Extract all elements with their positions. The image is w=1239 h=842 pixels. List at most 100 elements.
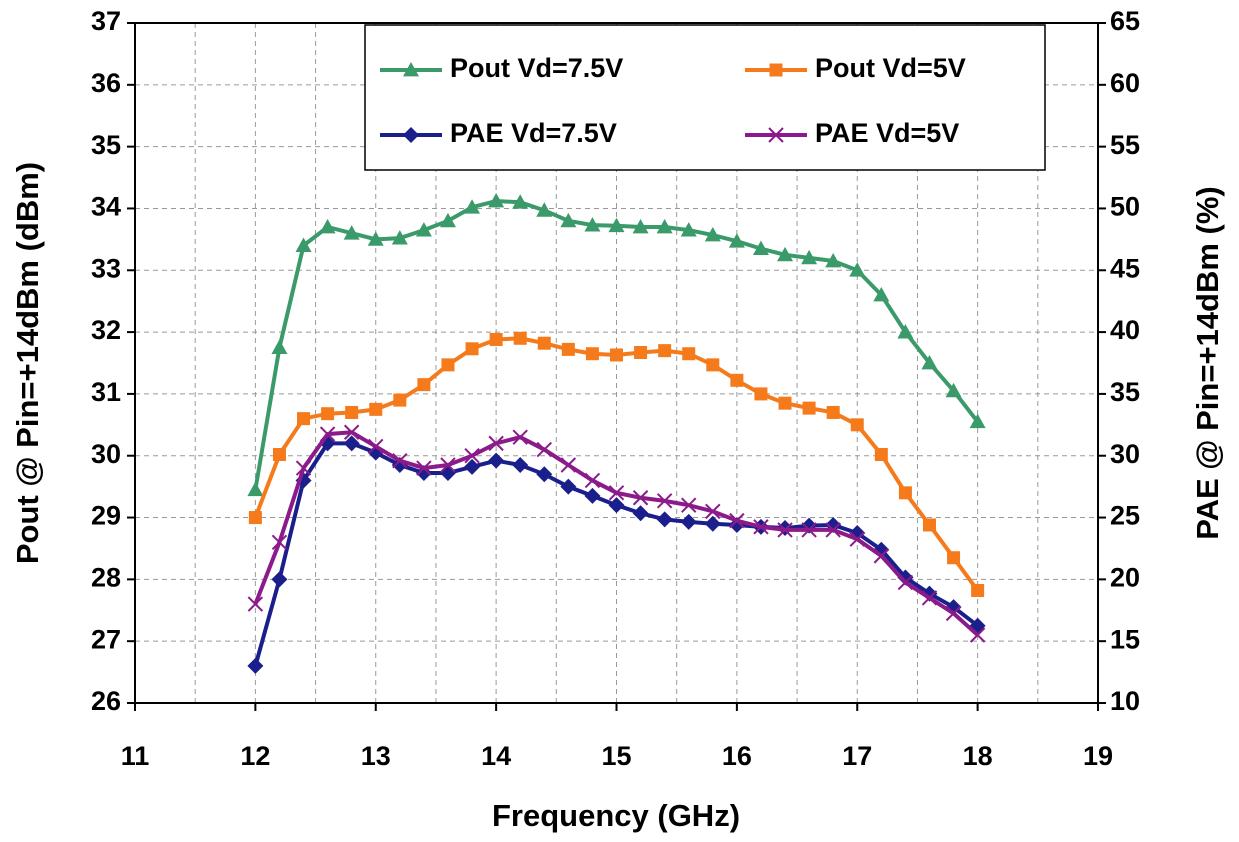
- x-tick-label: 15: [601, 741, 631, 771]
- marker: [248, 511, 262, 525]
- marker: [488, 452, 505, 469]
- x-tick-label: 14: [481, 741, 511, 771]
- marker: [560, 212, 577, 228]
- y2-tick-label: 65: [1110, 6, 1140, 36]
- x-tick-label: 13: [361, 741, 391, 771]
- marker: [969, 413, 986, 429]
- x-tick-label: 18: [963, 741, 993, 771]
- marker: [272, 447, 286, 461]
- y2-tick-label: 25: [1110, 501, 1140, 531]
- marker: [343, 435, 360, 452]
- marker: [632, 505, 649, 522]
- marker: [393, 393, 407, 407]
- marker: [512, 429, 528, 445]
- marker: [753, 519, 769, 535]
- marker: [730, 373, 744, 387]
- marker: [343, 424, 360, 440]
- marker: [680, 513, 697, 530]
- y2-tick-label: 35: [1110, 377, 1140, 407]
- marker: [319, 426, 336, 442]
- y-tick-label: 36: [91, 68, 121, 98]
- marker: [585, 347, 599, 361]
- marker: [561, 342, 575, 356]
- y-axis-title: Pout @ Pin=+14dBm (dBm): [10, 162, 45, 564]
- y-tick-label: 30: [91, 439, 121, 469]
- marker: [464, 458, 481, 475]
- legend-label: PAE Vd=5V: [815, 118, 959, 148]
- marker: [849, 262, 866, 277]
- y-tick-label: 34: [91, 192, 121, 222]
- marker: [247, 481, 264, 497]
- marker: [777, 522, 793, 538]
- marker: [632, 219, 649, 234]
- y2-tick-label: 40: [1110, 315, 1140, 345]
- marker: [825, 522, 841, 538]
- marker: [754, 387, 768, 401]
- marker: [488, 193, 505, 208]
- marker: [417, 378, 431, 392]
- marker: [464, 448, 480, 464]
- y-tick-label: 29: [91, 501, 121, 531]
- marker: [297, 412, 311, 426]
- marker: [945, 382, 962, 398]
- y2-tick-label: 10: [1110, 686, 1140, 716]
- marker: [403, 127, 419, 143]
- marker: [584, 217, 601, 232]
- marker: [897, 324, 914, 339]
- marker: [247, 596, 264, 612]
- marker: [464, 199, 481, 214]
- marker: [392, 452, 408, 469]
- marker: [656, 219, 673, 234]
- marker: [682, 347, 696, 361]
- marker: [802, 401, 816, 415]
- marker: [704, 515, 721, 532]
- marker: [704, 227, 721, 242]
- marker: [769, 63, 783, 77]
- marker: [681, 497, 697, 513]
- x-tick-label: 16: [722, 741, 752, 771]
- marker: [416, 460, 432, 476]
- marker: [873, 287, 890, 302]
- marker: [369, 402, 383, 416]
- marker: [343, 225, 360, 240]
- marker: [295, 237, 312, 252]
- marker: [512, 457, 529, 473]
- y-tick-label: 37: [91, 6, 121, 36]
- y-tick-label: 26: [91, 686, 121, 716]
- marker: [921, 355, 938, 370]
- x-axis-title: Frequency (GHz): [492, 798, 740, 833]
- marker: [921, 590, 938, 606]
- marker: [367, 231, 384, 246]
- marker: [513, 331, 527, 345]
- marker: [536, 202, 553, 217]
- y2-tick-label: 50: [1110, 192, 1140, 222]
- marker: [319, 219, 336, 234]
- marker: [656, 493, 673, 509]
- marker: [801, 249, 818, 265]
- marker: [295, 460, 312, 476]
- legend-label: Pout Vd=5V: [815, 53, 966, 83]
- y-tick-label: 27: [91, 624, 121, 654]
- marker: [971, 583, 985, 597]
- y2-tick-label: 55: [1110, 130, 1140, 160]
- marker: [680, 222, 697, 237]
- marker: [488, 435, 504, 452]
- marker: [768, 127, 784, 143]
- marker: [321, 407, 335, 421]
- marker: [873, 548, 890, 564]
- marker: [608, 485, 625, 501]
- marker: [440, 457, 456, 473]
- marker: [874, 447, 888, 461]
- y-tick-label: 28: [91, 562, 121, 592]
- marker: [729, 512, 745, 529]
- x-tick-label: 19: [1083, 741, 1113, 771]
- marker: [608, 497, 625, 514]
- marker: [969, 627, 986, 643]
- legend-label: Pout Vd=7.5V: [450, 53, 623, 83]
- y-tick-label: 31: [91, 377, 121, 407]
- y-tick-label: 33: [91, 253, 121, 283]
- marker: [632, 490, 649, 506]
- marker: [403, 62, 419, 77]
- y2-tick-label: 15: [1110, 624, 1140, 654]
